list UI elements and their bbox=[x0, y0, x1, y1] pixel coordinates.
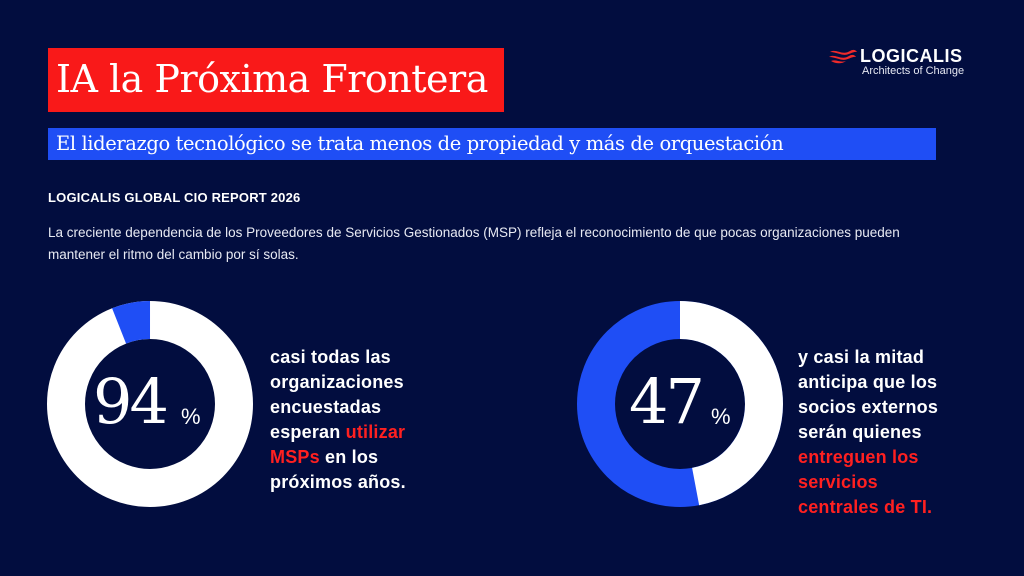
stat-value-47: 47 bbox=[629, 365, 705, 438]
stat-value-94: 94 bbox=[93, 365, 169, 438]
caption-text: en los bbox=[319, 447, 379, 467]
caption-text: esperan bbox=[270, 422, 346, 442]
caption-highlight: MSPs bbox=[270, 447, 320, 467]
stat-unit-94: % bbox=[181, 404, 201, 429]
caption-line: MSPs en los bbox=[270, 445, 406, 470]
donut-chart-94: 94 % bbox=[47, 301, 253, 507]
caption-line: anticipa que los bbox=[798, 372, 938, 392]
caption-highlight: utilizar bbox=[345, 422, 406, 442]
caption-line: socios externos bbox=[798, 397, 939, 417]
caption-line: esperan utilizar bbox=[270, 420, 406, 445]
subtitle-banner: El liderazgo tecnológico se trata menos … bbox=[48, 128, 936, 160]
logicalis-logo: LOGICALIS Architects of Change bbox=[828, 46, 988, 80]
caption-line: serán quienes bbox=[798, 422, 922, 442]
caption-line: y casi la mitad bbox=[798, 347, 925, 367]
caption-highlight: centrales de TI. bbox=[798, 497, 933, 517]
donut-47-graphic bbox=[577, 301, 783, 507]
caption-line: próximos años. bbox=[270, 472, 406, 492]
logo-tagline: Architects of Change bbox=[862, 65, 965, 77]
page-subtitle: El liderazgo tecnológico se trata menos … bbox=[56, 132, 784, 155]
title-banner: IA la Próxima Frontera bbox=[48, 48, 504, 112]
caption-line: organizaciones bbox=[270, 372, 404, 392]
description-text: La creciente dependencia de los Proveedo… bbox=[48, 225, 900, 262]
caption-94: casi todas las organizaciones encuestada… bbox=[270, 345, 406, 495]
caption-highlight: servicios bbox=[798, 472, 878, 492]
logicalis-wave-icon bbox=[829, 49, 857, 64]
caption-47: y casi la mitad anticipa que los socios … bbox=[798, 345, 938, 520]
report-label: LOGICALIS GLOBAL CIO REPORT 2026 bbox=[48, 190, 301, 205]
stat-unit-47: % bbox=[711, 404, 731, 429]
logo-wordmark: LOGICALIS bbox=[860, 46, 963, 66]
donut-chart-47: 47 % bbox=[577, 301, 783, 507]
page-title: IA la Próxima Frontera bbox=[56, 57, 488, 101]
caption-line: casi todas las bbox=[270, 347, 391, 367]
caption-highlight: entreguen los bbox=[798, 447, 919, 467]
caption-line: encuestadas bbox=[270, 397, 382, 417]
donut-94-graphic bbox=[47, 301, 253, 507]
